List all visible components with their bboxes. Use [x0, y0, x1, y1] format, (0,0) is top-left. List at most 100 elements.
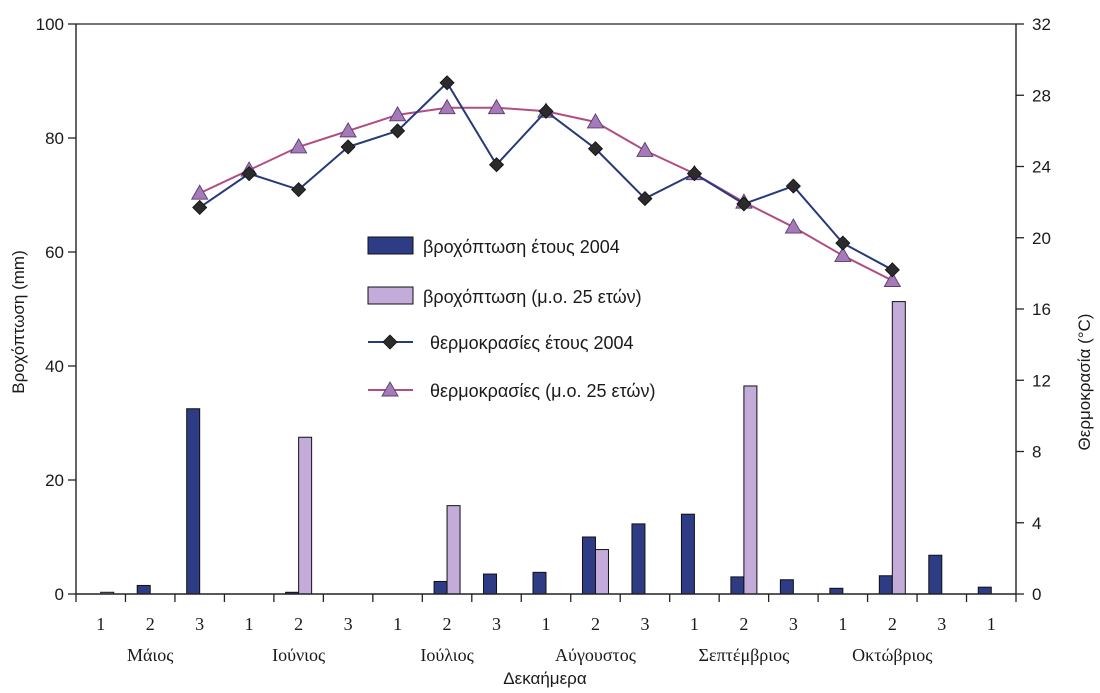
bar-rain-avg25 [891, 301, 906, 595]
x-month-label: Αύγουστος [555, 645, 636, 665]
bar-rain-2004 [483, 573, 498, 595]
point-temp-2004 [291, 182, 307, 198]
point-temp-avg25 [784, 218, 803, 234]
y-right-tick-label: 32 [1032, 15, 1051, 34]
legend-label-rain-2004: βροχόπτωση έτους 2004 [423, 237, 620, 257]
x-tick-label: 3 [344, 614, 353, 634]
point-temp-avg25 [586, 113, 605, 129]
point-temp-avg25 [438, 98, 456, 115]
x-month-label: Οκτώβριος [852, 645, 932, 665]
bar-rain-2004 [680, 513, 695, 595]
y-left-tick-label: 100 [36, 15, 64, 34]
point-temp-avg25 [636, 141, 654, 157]
bar-rain-2004 [730, 576, 745, 595]
point-temp-avg25 [289, 137, 308, 154]
y-axis-left-title: Βροχόπτωση (mm) [9, 250, 28, 393]
point-temp-2004 [637, 190, 653, 207]
point-temp-2004 [538, 103, 554, 119]
x-tick-label: 2 [591, 614, 600, 634]
x-tick-label: 2 [146, 614, 155, 634]
x-tick-label: 2 [294, 614, 303, 634]
x-tick-label: 3 [789, 614, 798, 634]
y-left-tick-label: 80 [45, 129, 64, 148]
bar-rain-2004 [829, 587, 844, 595]
x-axis-title: Δεκαήμερα [503, 669, 587, 688]
x-month-label: Σεπτέμβριος [699, 645, 790, 665]
bar-series [100, 301, 992, 595]
x-tick-label: 1 [245, 614, 254, 634]
point-temp-avg25 [339, 121, 357, 138]
x-tick-label: 2 [888, 614, 897, 634]
point-temp-avg25 [487, 98, 506, 115]
y-right-tick-label: 28 [1032, 86, 1051, 105]
legend-swatch-rain-avg25 [367, 286, 414, 305]
bar-rain-avg25 [743, 385, 758, 595]
x-tick-label: 1 [838, 614, 847, 634]
bar-rain-2004 [532, 571, 547, 595]
x-tick-label: 2 [739, 614, 748, 634]
point-temp-avg25 [388, 105, 407, 122]
y-axis-right-title: Θερμοκρασία (°C) [1075, 314, 1094, 451]
point-temp-2004 [835, 235, 851, 251]
bar-rain-2004 [433, 580, 448, 595]
x-tick-label: 2 [443, 614, 452, 634]
legend-label-temp-2004: θερμοκρασίες έτους 2004 [430, 333, 634, 353]
point-temp-2004 [192, 199, 208, 216]
bar-rain-avg25 [446, 505, 461, 595]
point-temp-avg25 [190, 184, 209, 200]
bar-rain-2004 [928, 554, 943, 595]
x-tick-label: 1 [987, 614, 996, 634]
x-month-label: Ιούλιος [420, 645, 473, 665]
y-right-tick-label: 12 [1032, 371, 1051, 390]
x-month-label: Ιούνιος [272, 645, 325, 665]
legend: βροχόπτωση έτους 2004 βροχόπτωση (μ.ο. 25… [367, 236, 655, 401]
legend-marker-temp-2004 [382, 334, 398, 350]
legend-label-temp-avg25: θερμοκρασίες (μ.ο. 25 ετών) [430, 381, 655, 401]
bar-rain-2004 [186, 408, 201, 595]
bar-rain-2004 [977, 586, 992, 595]
y-right-tick-label: 16 [1032, 300, 1051, 319]
point-temp-2004 [241, 166, 257, 182]
point-temp-2004 [439, 75, 455, 91]
point-temp-2004 [340, 139, 356, 155]
bar-rain-2004 [631, 523, 646, 595]
y-right-tick-label: 24 [1032, 158, 1051, 177]
y-left-tick-label: 20 [45, 471, 64, 490]
legend-swatch-rain-2004 [367, 236, 414, 255]
x-tick-label: 3 [937, 614, 946, 634]
point-temp-2004 [686, 166, 702, 182]
x-tick-label: 3 [195, 614, 204, 634]
y-left-tick-label: 40 [45, 357, 64, 376]
bar-rain-2004 [581, 536, 596, 595]
bar-rain-avg25 [298, 436, 313, 595]
bar-rain-2004 [878, 575, 893, 595]
point-temp-avg25 [834, 246, 852, 263]
point-temp-2004 [736, 196, 752, 212]
bar-rain-2004 [779, 579, 794, 595]
bar-rain-avg25 [594, 549, 609, 595]
x-tick-label: 3 [492, 614, 501, 634]
point-temp-avg25 [883, 271, 902, 287]
x-tick-label: 1 [393, 614, 402, 634]
point-temp-2004 [884, 262, 900, 278]
y-left-tick-label: 0 [55, 585, 64, 604]
x-tick-label: 3 [640, 614, 649, 634]
bar-rain-2004 [136, 584, 151, 595]
x-tick-label: 1 [690, 614, 699, 634]
legend-label-rain-avg25: βροχόπτωση (μ.ο. 25 ετών) [423, 287, 642, 307]
point-temp-2004 [390, 123, 406, 139]
y-right-tick-label: 4 [1032, 514, 1041, 533]
y-left-tick-label: 60 [45, 243, 64, 262]
x-tick-label: 1 [96, 614, 105, 634]
point-temp-2004 [587, 141, 604, 157]
line-series [190, 75, 902, 287]
x-tick-label: 1 [542, 614, 551, 634]
legend-marker-temp-avg25 [381, 381, 399, 397]
point-temp-2004 [785, 178, 801, 194]
point-temp-2004 [488, 157, 505, 173]
y-right-tick-label: 8 [1032, 443, 1041, 462]
x-month-label: Μάιος [127, 645, 173, 665]
y-right-tick-label: 20 [1032, 229, 1051, 248]
